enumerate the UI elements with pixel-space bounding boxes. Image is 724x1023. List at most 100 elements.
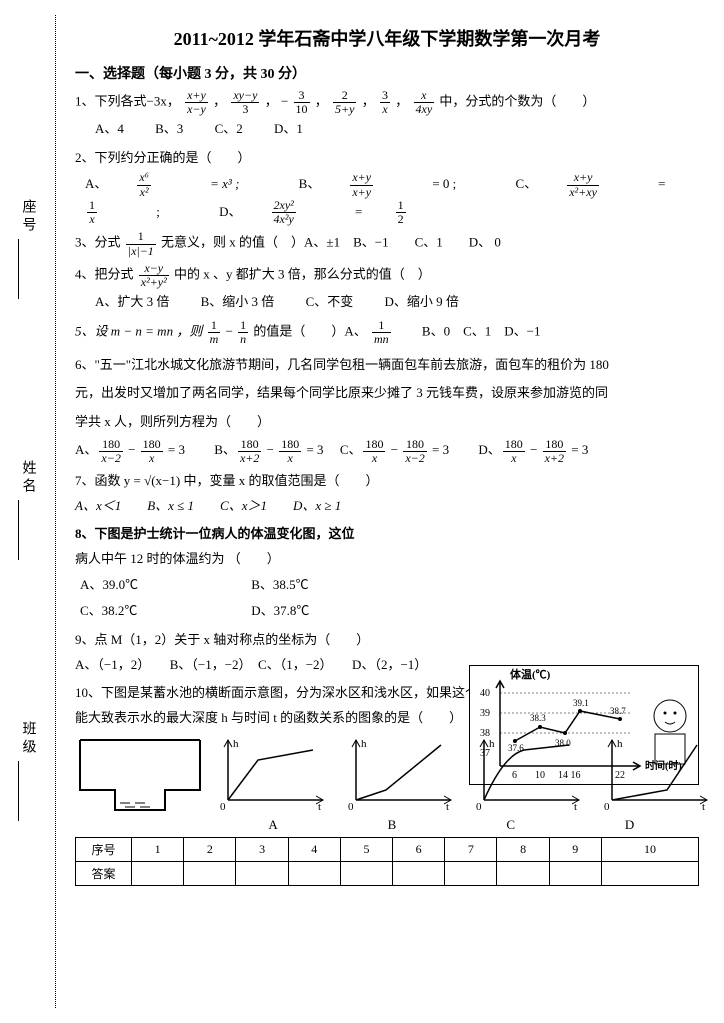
question-2: 2、下列约分正确的是（ ） A、x⁶x² = x³ ; B、x+yx+y = 0…	[75, 146, 699, 226]
label-a: A	[214, 817, 333, 833]
q8-a: A、39.0℃	[80, 572, 220, 598]
label-c: C	[451, 817, 570, 833]
q10-figures: h t 0 h t 0 h t 0 h t 0	[75, 735, 699, 815]
q1-frac5: 3x	[380, 89, 390, 116]
q4-options: A、扩大 3 倍 B、缩小 3 倍 C、不变 D、缩小 9 倍	[95, 289, 699, 315]
svg-text:h: h	[361, 738, 367, 750]
svg-text:t: t	[574, 801, 577, 813]
q5-stemM: 的值是（ ）A、	[253, 324, 366, 339]
svg-text:t: t	[318, 801, 321, 813]
chart-d: h t 0	[597, 735, 717, 815]
q6-l1: 6、"五一"江北水城文化旅游节期间，几名同学包租一辆面包车前去旅游，面包车的租价…	[75, 351, 699, 380]
th-1: 1	[132, 837, 184, 861]
subchart-labels: A B C D	[75, 817, 699, 833]
q4-stemL: 4、把分式	[75, 267, 137, 282]
svg-text:0: 0	[604, 801, 610, 813]
ans-10[interactable]	[601, 861, 698, 885]
ans-5[interactable]	[340, 861, 392, 885]
q1-frac1: x+yx−y	[185, 89, 208, 116]
ans-8[interactable]	[497, 861, 549, 885]
th-7: 7	[445, 837, 497, 861]
q8-l2: 病人中午 12 时的体温约为 （ ）	[75, 547, 435, 572]
svg-text:38.3: 38.3	[530, 713, 546, 723]
q1-stem: 1、下列各式−3x，	[75, 94, 180, 109]
q8-d: D、37.8℃	[251, 603, 309, 618]
label-d: D	[570, 817, 689, 833]
svg-text:0: 0	[348, 801, 354, 813]
question-4: 4、把分式 x−yx²+y² 中的 x 、y 都扩大 3 倍，那么分式的值（ ）…	[75, 262, 699, 315]
svg-text:38.7: 38.7	[610, 706, 626, 716]
ans-4[interactable]	[288, 861, 340, 885]
q4-stemR: 中的 x 、y 都扩大 3 倍，那么分式的值（ ）	[174, 267, 431, 282]
q3-stemR: 无意义，则 x 的值（ ）A、±1 B、−1 C、1 D、 0	[161, 235, 501, 250]
th-2: 2	[184, 837, 236, 861]
q1-frac6: x4xy	[414, 89, 435, 116]
exam-content: 2011~2012 学年石斋中学八年级下学期数学第一次月考 一、选择题（每小题 …	[75, 25, 699, 886]
q5-f2: 1n	[238, 319, 248, 346]
th-6: 6	[393, 837, 445, 861]
th-5: 5	[340, 837, 392, 861]
q9-stem: 9、点 M（1，2）关于 x 轴对称点的坐标为（ ）	[75, 628, 699, 653]
q1-c: C、2	[215, 121, 243, 136]
question-3: 3、分式 1|x|−1 无意义，则 x 的值（ ）A、±1 B、−1 C、1 D…	[75, 230, 699, 257]
pool-diagram	[75, 735, 205, 815]
q1-frac2: xy−y3	[231, 89, 259, 116]
q2-b: B、x+yx+y = 0 ;	[299, 176, 485, 191]
question-6: 6、"五一"江北水城文化旅游节期间，几名同学包租一辆面包车前去旅游，面包车的租价…	[75, 351, 699, 465]
svg-text:39: 39	[480, 708, 490, 719]
th-10: 10	[601, 837, 698, 861]
q8-b: B、38.5℃	[251, 577, 308, 592]
q2-stem: 2、下列约分正确的是（ ）	[75, 146, 699, 171]
q3-frac: 1|x|−1	[126, 230, 156, 257]
q6-b: B、180x+2 − 180x = 3	[188, 442, 323, 457]
question-1: 1、下列各式−3x， x+yx−y ， xy−y3 ， − 310 ， 25+y…	[75, 89, 699, 142]
q1-options: A、4 B、3 C、2 D、1	[95, 116, 699, 142]
q5-stemL: 5、设 m − n = mn ，则	[75, 324, 206, 339]
q6-c: C、180x − 180x−2 = 3	[327, 442, 449, 457]
q7-stem: 7、函数 y = √(x−1) 中，变量 x 的取值范围是（ ）	[75, 469, 699, 494]
th-4: 4	[288, 837, 340, 861]
q1-a: A、4	[95, 121, 124, 136]
th-9: 9	[549, 837, 601, 861]
q6-a: A、180x−2 − 180x = 3	[75, 442, 185, 457]
q8-options: A、39.0℃ B、38.5℃ C、38.2℃ D、37.8℃	[80, 572, 435, 624]
q5-f3: 1mn	[372, 319, 391, 346]
ans-3[interactable]	[236, 861, 288, 885]
question-7: 7、函数 y = √(x−1) 中，变量 x 的取值范围是（ ） A、x＜1 B…	[75, 469, 699, 518]
q8-c: C、38.2℃	[80, 598, 220, 624]
svg-text:h: h	[233, 738, 239, 750]
label-b: B	[333, 817, 452, 833]
ans-1[interactable]	[132, 861, 184, 885]
name-line	[18, 500, 19, 560]
q2-options: A、x⁶x² = x³ ; B、x+yx+y = 0 ; C、x+yx²+xy …	[85, 171, 699, 226]
q6-options: A、180x−2 − 180x = 3 B、180x+2 − 180x = 3 …	[75, 436, 699, 465]
question-8: 8、下图是护士统计一位病人的体温变化图，这位 病人中午 12 时的体温约为 （ …	[75, 522, 435, 623]
q4-c: C、不变	[306, 294, 354, 309]
td-ans-label: 答案	[76, 861, 132, 885]
answer-table: 序号 1 2 3 4 5 6 7 8 9 10 答案	[75, 837, 699, 886]
svg-text:h: h	[617, 738, 623, 750]
q6-l2: 元，出发时又增加了两名同学，结果每个同学比原来少摊了 3 元钱车费，设原来参加游…	[75, 379, 699, 408]
q6-l3: 学共 x 人，则所列方程为（ ）	[75, 408, 699, 437]
name-label: 姓名	[18, 460, 38, 496]
svg-text:39.1: 39.1	[573, 698, 589, 708]
ans-9[interactable]	[549, 861, 601, 885]
svg-text:0: 0	[476, 801, 482, 813]
chart-ylabel: 体温(℃)	[510, 667, 551, 681]
ans-2[interactable]	[184, 861, 236, 885]
q3-stemL: 3、分式	[75, 235, 124, 250]
q1-tail: 中，分式的个数为（ ）	[439, 94, 595, 109]
q5-tail: B、0 C、1 D、−1	[396, 324, 541, 339]
chart-a: ht0	[213, 735, 333, 815]
q1-b: B、3	[155, 121, 183, 136]
svg-text:t: t	[446, 801, 449, 813]
svg-text:t: t	[702, 801, 705, 813]
question-5: 5、设 m − n = mn ，则 1m − 1n 的值是（ ）A、 1mn B…	[75, 319, 699, 346]
ans-6[interactable]	[393, 861, 445, 885]
q4-frac: x−yx²+y²	[139, 262, 169, 289]
q1-frac4: 25+y	[333, 89, 356, 116]
class-line	[18, 761, 19, 821]
ans-7[interactable]	[445, 861, 497, 885]
exam-title: 2011~2012 学年石斋中学八年级下学期数学第一次月考	[75, 25, 699, 51]
chart-b: h t 0	[341, 735, 461, 815]
